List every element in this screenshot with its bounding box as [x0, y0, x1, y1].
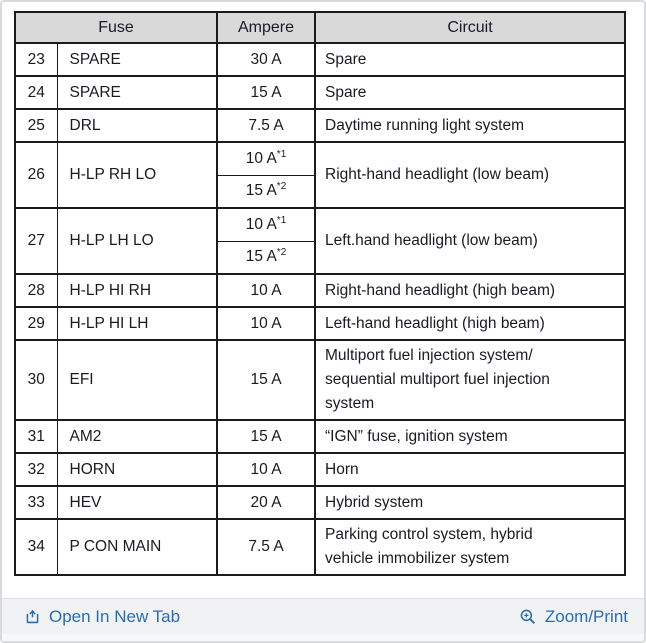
table-row: 25 DRL 7.5 A Daytime running light system [14, 108, 627, 143]
circuit-cell: “IGN” fuse, ignition system [314, 419, 627, 454]
zoom-print-link[interactable]: Zoom/Print [519, 607, 628, 627]
bottom-strip [2, 634, 644, 641]
fuse-name-cell: AM2 [56, 419, 219, 454]
table-row: 24 SPARE 15 A Spare [14, 75, 627, 110]
open-in-new-tab-icon [24, 608, 41, 625]
ampere-footnote-marker: *2 [276, 181, 287, 193]
fuse-number-cell: 29 [14, 306, 58, 341]
zoom-print-label: Zoom/Print [544, 606, 628, 626]
circuit-cell: Multiport fuel injection system/ sequent… [314, 339, 627, 421]
table-row: 29 H-LP HI LH 10 A Left-hand headlight (hig… [14, 306, 627, 341]
circuit-cell: Daytime running light system [314, 108, 627, 143]
column-header-ampere: Ampere [216, 11, 317, 44]
table-row: 33 HEV 20 A Hybrid system [14, 485, 627, 520]
ampere-cell: 10 A [216, 273, 317, 308]
fuse-number-cell: 23 [14, 42, 58, 77]
open-in-new-tab-link[interactable]: Open In New Tab [24, 607, 180, 627]
table-row: 31 AM2 15 A “IGN” fuse, ignition system [14, 419, 627, 454]
ampere-cell: 7.5 A [216, 518, 317, 576]
zoom-magnifier-icon [519, 608, 537, 626]
ampere-footnote-marker: *1 [276, 148, 287, 160]
circuit-cell: Hybrid system [314, 485, 627, 520]
table-subrow: 15 A*2 [15, 240, 625, 275]
fuse-number-cell: 33 [14, 485, 58, 520]
fuse-number-cell: 27 [14, 207, 58, 275]
ampere-cell: 15 A [216, 419, 317, 454]
fuse-name-cell: EFI [56, 339, 219, 421]
ampere-cell: 15 A [216, 75, 317, 110]
circuit-cell: Right-hand headlight (low beam) [314, 141, 627, 209]
table-row: 34 P CON MAIN 7.5 A Parking control system,… [14, 518, 627, 576]
table-row: 27 H-LP LH LO 10 A*1 Left.hand headlight (l… [14, 207, 627, 275]
ampere-cell: 15 A [216, 339, 317, 421]
fuse-number-cell: 26 [14, 141, 58, 209]
table-subrow: 15 A*2 [15, 174, 625, 209]
fuse-name-cell: SPARE [56, 75, 219, 110]
fuse-number-cell: 25 [14, 108, 58, 143]
fuse-name-cell: SPARE [56, 42, 219, 77]
fuse-number-cell: 31 [14, 419, 58, 454]
ampere-cell: 15 A*2 [216, 240, 317, 275]
fuse-name-cell: DRL [56, 108, 219, 143]
fuse-name-cell: H-LP LH LO [56, 207, 219, 275]
fuse-number-cell: 28 [14, 273, 58, 308]
fuse-name-cell: H-LP HI RH [56, 273, 219, 308]
table-row: 32 HORN 10 A Horn [14, 452, 627, 487]
circuit-cell: Right-hand headlight (high beam) [314, 273, 627, 308]
open-in-new-tab-label: Open In New Tab [49, 606, 181, 626]
column-header-fuse: Fuse [13, 11, 219, 44]
table-area: Fuse Ampere Circuit 23 SPARE 30 A Spare 24 SP… [2, 2, 644, 598]
table-row: 28 H-LP HI RH 10 A Right-hand headlight (hi… [14, 273, 627, 308]
fuse-name-cell: P CON MAIN [56, 518, 219, 576]
table-row: 23 SPARE 30 A Spare [14, 42, 627, 77]
ampere-cell: 10 A [216, 452, 317, 487]
ampere-cell: 10 A*1 [216, 141, 317, 176]
ampere-cell: 30 A [216, 42, 317, 77]
viewer-footer: Open In New Tab Zoom/Print [2, 598, 644, 634]
ampere-cell: 10 A*1 [216, 207, 317, 242]
fuse-number-cell: 32 [14, 452, 58, 487]
table-header-row: Fuse Ampere Circuit [13, 11, 627, 44]
fuse-table: Fuse Ampere Circuit 23 SPARE 30 A Spare 24 SP… [13, 11, 627, 576]
fuse-number-cell: 24 [14, 75, 58, 110]
ampere-footnote-marker: *2 [276, 247, 287, 259]
table-row: 26 H-LP RH LO 10 A*1 Right-hand headlight (… [14, 141, 627, 209]
circuit-cell: Left.hand headlight (low beam) [314, 207, 627, 275]
table-row: 30 EFI 15 A Multiport fuel injection system… [14, 339, 627, 421]
ampere-cell: 10 A [216, 306, 317, 341]
fuse-name-cell: H-LP RH LO [56, 141, 219, 209]
ampere-footnote-marker: *1 [276, 214, 287, 226]
fuse-number-cell: 34 [14, 518, 58, 576]
fuse-name-cell: H-LP HI LH [56, 306, 219, 341]
circuit-cell: Horn [314, 452, 627, 487]
column-header-circuit: Circuit [314, 11, 627, 44]
circuit-cell: Spare [314, 42, 627, 77]
fuse-number-cell: 30 [14, 339, 58, 421]
ampere-cell: 20 A [216, 485, 317, 520]
ampere-cell: 15 A*2 [216, 174, 317, 209]
circuit-cell: Left-hand headlight (high beam) [314, 306, 627, 341]
ampere-cell: 7.5 A [216, 108, 317, 143]
circuit-cell: Spare [314, 75, 627, 110]
fuse-name-cell: HEV [56, 485, 219, 520]
circuit-cell: Parking control system, hybrid vehicle i… [314, 518, 627, 576]
fuse-name-cell: HORN [56, 452, 219, 487]
